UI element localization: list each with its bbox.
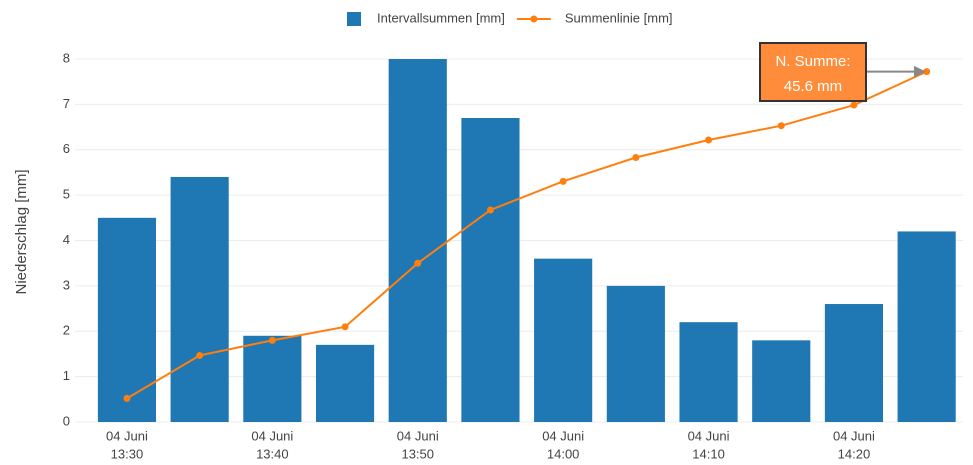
line-point	[632, 153, 640, 161]
x-tick-label: 04 Juni	[106, 428, 148, 443]
bar	[752, 340, 811, 422]
annotation-text: 45.6 mm	[784, 78, 842, 95]
legend-label: Intervallsummen [mm]	[377, 10, 505, 25]
line	[126, 70, 928, 400]
annotation-text: N. Summe:	[775, 53, 850, 70]
line-point	[123, 394, 131, 402]
annotation-box	[759, 42, 867, 102]
y-tick-label: 5	[63, 187, 70, 202]
x-tick-label: 13:30	[111, 446, 144, 461]
x-tick-label: 04 Juni	[833, 428, 875, 443]
bar	[679, 322, 738, 422]
y-tick-label: 8	[63, 50, 70, 65]
line-point	[268, 336, 276, 344]
line-point	[341, 323, 349, 331]
line-point	[850, 101, 858, 109]
bar	[170, 176, 229, 422]
line-point	[414, 259, 422, 267]
bar	[315, 344, 375, 422]
bar	[606, 285, 665, 422]
x-tick-label: 13:40	[256, 446, 289, 461]
legend-swatch	[347, 12, 361, 26]
y-tick-label: 4	[63, 232, 70, 247]
bar	[897, 231, 956, 422]
bar	[388, 59, 447, 422]
bar	[243, 335, 302, 422]
line-point	[705, 136, 713, 144]
x-tick-label: 14:20	[838, 446, 871, 461]
x-tick-label: 14:10	[692, 446, 725, 461]
bar	[97, 217, 157, 422]
bar	[461, 117, 520, 422]
line-point	[559, 177, 567, 185]
x-tick-label: 13:50	[401, 446, 434, 461]
y-tick-label: 6	[63, 141, 70, 156]
y-tick-label: 3	[63, 277, 70, 292]
x-tick-label: 14:00	[547, 446, 580, 461]
y-tick-label: 7	[63, 96, 70, 111]
legend-swatch	[530, 15, 538, 23]
y-tick-label: 1	[63, 368, 70, 383]
line-point	[196, 351, 204, 359]
y-tick-label: 0	[63, 413, 70, 428]
bar	[824, 304, 884, 422]
legend-label: Summenlinie [mm]	[565, 10, 673, 25]
bar	[534, 258, 593, 422]
line-point	[777, 122, 785, 130]
x-tick-label: 04 Juni	[251, 428, 293, 443]
x-tick-label: 04 Juni	[397, 428, 439, 443]
line-point	[486, 206, 494, 214]
y-tick-label: 2	[63, 323, 70, 338]
x-tick-label: 04 Juni	[688, 428, 730, 443]
x-tick-label: 04 Juni	[542, 428, 584, 443]
y-axis-title: Niederschlag [mm]	[13, 169, 30, 294]
